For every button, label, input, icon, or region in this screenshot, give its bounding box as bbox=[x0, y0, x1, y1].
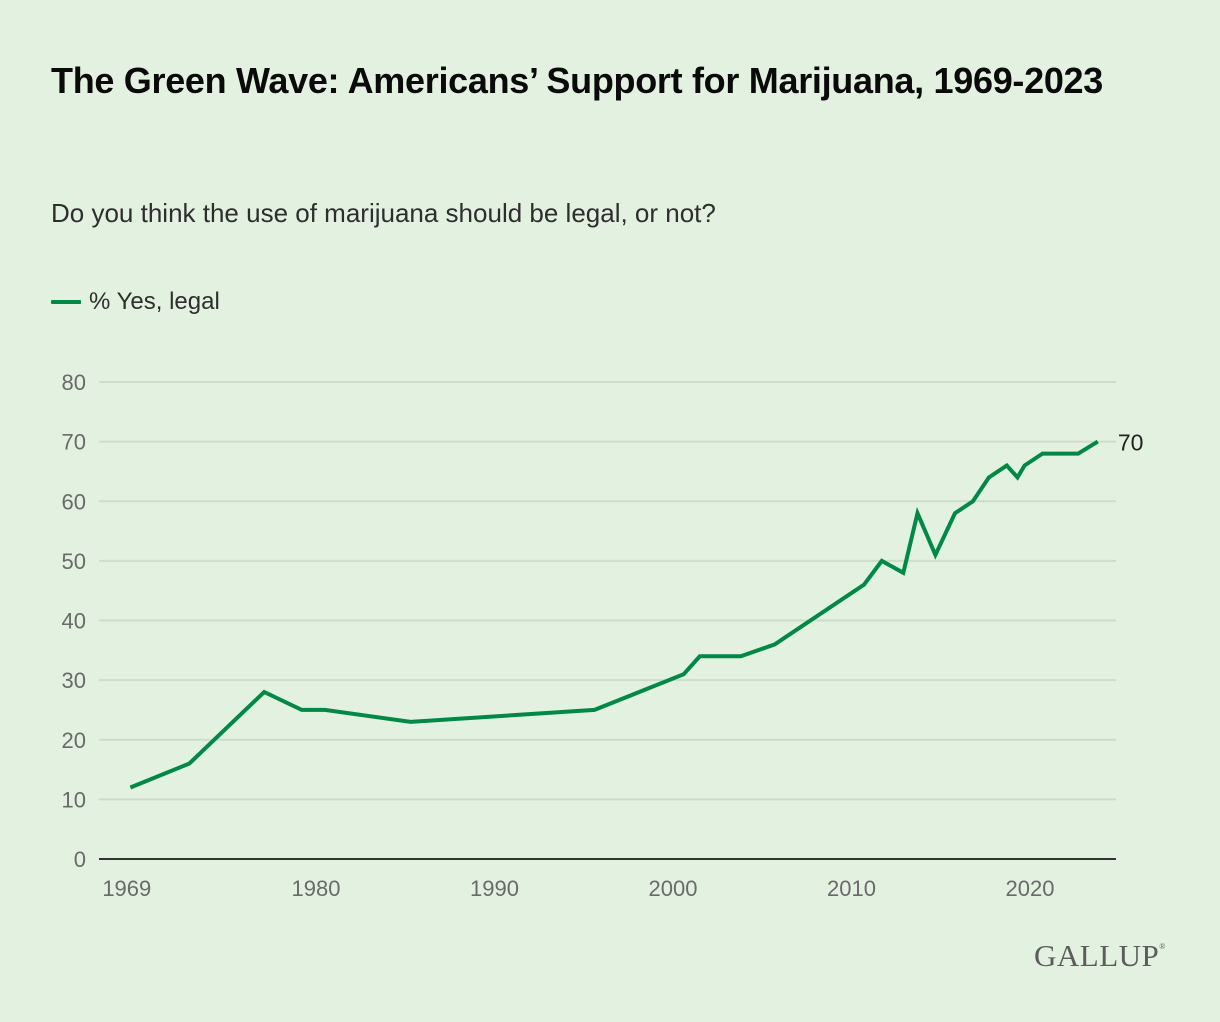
gallup-logo: GALLUP® bbox=[1034, 938, 1166, 974]
legend: % Yes, legal bbox=[51, 288, 220, 316]
y-tick-label: 70 bbox=[62, 430, 86, 455]
legend-swatch-yes-legal bbox=[51, 300, 81, 304]
gridlines bbox=[99, 381, 1116, 801]
x-tick-label: 1969 bbox=[102, 876, 151, 901]
y-tick-label: 0 bbox=[74, 847, 86, 872]
legend-label-yes-legal: % Yes, legal bbox=[89, 288, 220, 315]
y-tick-label: 10 bbox=[62, 787, 86, 812]
y-axis-ticks: 0 10 20 30 40 50 60 70 80 bbox=[62, 370, 86, 872]
logo-text: GALLUP bbox=[1034, 938, 1160, 973]
x-tick-label: 2020 bbox=[1006, 876, 1055, 901]
chart-title: The Green Wave: Americans’ Support for M… bbox=[51, 60, 1103, 101]
y-tick-label: 60 bbox=[62, 489, 86, 514]
series-line-yes-legal bbox=[129, 439, 1099, 790]
registered-mark: ® bbox=[1159, 942, 1166, 951]
x-tick-label: 1990 bbox=[470, 876, 519, 901]
y-tick-label: 80 bbox=[62, 370, 86, 395]
y-tick-label: 20 bbox=[62, 728, 86, 753]
chart-subtitle: Do you think the use of marijuana should… bbox=[51, 198, 716, 228]
data-points bbox=[130, 441, 1098, 788]
y-tick-label: 40 bbox=[62, 609, 86, 634]
x-axis-ticks: 1969 1980 1990 2000 2010 2020 bbox=[102, 876, 1054, 901]
x-tick-label: 2000 bbox=[649, 876, 698, 901]
x-tick-label: 1980 bbox=[292, 876, 341, 901]
end-value-label: 70 bbox=[1118, 430, 1144, 456]
y-tick-label: 50 bbox=[62, 549, 86, 574]
x-tick-label: 2010 bbox=[827, 876, 876, 901]
y-tick-label: 30 bbox=[62, 668, 86, 693]
